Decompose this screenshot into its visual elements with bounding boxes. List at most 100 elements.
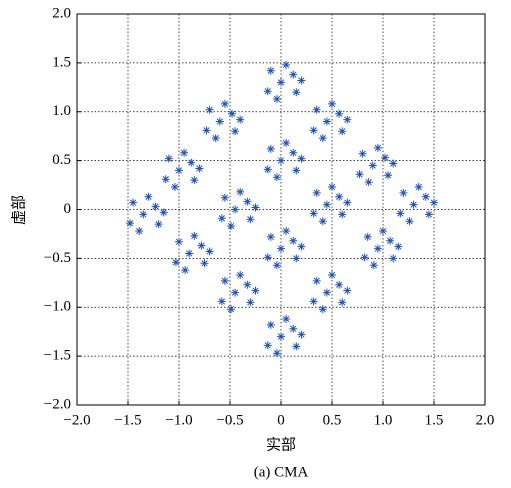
data-point: [266, 66, 275, 75]
x-tick-label: 1.0: [374, 412, 393, 428]
data-point: [328, 183, 336, 192]
data-point: [144, 192, 153, 201]
x-tick-label: −2.0: [63, 412, 90, 428]
data-point: [263, 341, 272, 350]
data-point: [211, 134, 220, 143]
data-point: [205, 105, 214, 114]
data-point: [292, 166, 301, 175]
data-point: [343, 115, 352, 124]
data-point: [195, 164, 204, 173]
data-point: [220, 99, 229, 108]
data-point: [217, 297, 226, 306]
data-point: [292, 88, 301, 97]
data-point: [335, 280, 344, 289]
data-point: [292, 342, 301, 351]
y-axis-label: 虚部: [10, 195, 27, 225]
data-point: [190, 231, 199, 240]
data-point: [135, 227, 144, 236]
data-point: [246, 298, 255, 307]
data-point: [282, 139, 291, 148]
y-tick-label: −1.5: [44, 348, 71, 364]
data-point: [220, 276, 229, 285]
data-point: [164, 154, 173, 163]
data-point: [297, 154, 306, 163]
data-point: [386, 236, 395, 245]
data-point: [161, 175, 170, 184]
data-point: [297, 330, 306, 339]
data-point: [309, 126, 318, 135]
data-point: [126, 219, 135, 228]
data-point: [368, 161, 377, 170]
data-point: [200, 259, 209, 268]
data-point: [243, 197, 252, 206]
data-point: [227, 305, 236, 314]
data-point: [379, 227, 387, 236]
data-point: [335, 109, 344, 118]
data-point: [139, 210, 148, 219]
data-point: [282, 60, 291, 69]
data-point: [430, 198, 438, 207]
data-point: [185, 249, 194, 258]
data-point: [272, 349, 281, 358]
data-point: [181, 266, 190, 275]
y-tick-label: 1.5: [52, 54, 71, 70]
data-point: [318, 217, 327, 226]
data-point: [151, 202, 160, 211]
data-point: [215, 117, 224, 126]
x-tick-label: −1.0: [165, 412, 192, 428]
data-point: [217, 214, 226, 223]
data-point: [328, 99, 336, 108]
y-tick-label: 0: [64, 201, 72, 217]
data-point: [205, 247, 214, 256]
data-point: [263, 87, 272, 96]
data-point: [175, 166, 183, 175]
data-point: [277, 156, 285, 165]
data-point: [396, 209, 405, 218]
data-point: [292, 254, 301, 263]
plot-frame: [76, 13, 486, 406]
data-point: [297, 242, 306, 251]
data-point: [309, 209, 318, 218]
data-point: [282, 314, 291, 323]
data-point: [289, 70, 298, 79]
data-point: [272, 95, 281, 104]
data-point: [373, 244, 382, 253]
data-point: [312, 276, 321, 285]
data-point: [154, 220, 163, 229]
data-point: [159, 208, 168, 217]
data-point: [220, 193, 229, 202]
x-tick-label: −0.5: [216, 412, 243, 428]
y-tick-label: 1.0: [52, 103, 71, 119]
data-point: [360, 253, 369, 262]
data-point: [312, 105, 321, 114]
data-point: [338, 298, 347, 307]
data-point: [297, 76, 306, 85]
data-point: [424, 210, 433, 219]
data-point: [231, 127, 240, 136]
data-point: [170, 183, 179, 192]
y-tick-label: −2.0: [44, 396, 71, 412]
data-point: [399, 188, 408, 197]
data-point: [277, 332, 285, 341]
data-point: [363, 232, 372, 241]
y-tick-label: −0.5: [44, 250, 71, 266]
data-point: [322, 288, 331, 297]
data-point: [394, 242, 403, 251]
data-point: [246, 215, 255, 224]
data-point: [266, 232, 275, 241]
data-point: [381, 153, 390, 162]
data-point: [322, 117, 331, 126]
data-point: [405, 217, 414, 226]
y-tick-label: 2.0: [52, 5, 71, 21]
x-tick-label: 1.5: [425, 412, 444, 428]
data-point: [231, 205, 240, 214]
data-point: [338, 210, 347, 219]
data-point: [277, 78, 285, 87]
data-point: [355, 170, 364, 179]
data-point: [180, 148, 189, 157]
data-point: [263, 253, 272, 262]
data-point: [343, 286, 352, 295]
data-point: [266, 144, 275, 153]
data-point: [289, 324, 298, 333]
